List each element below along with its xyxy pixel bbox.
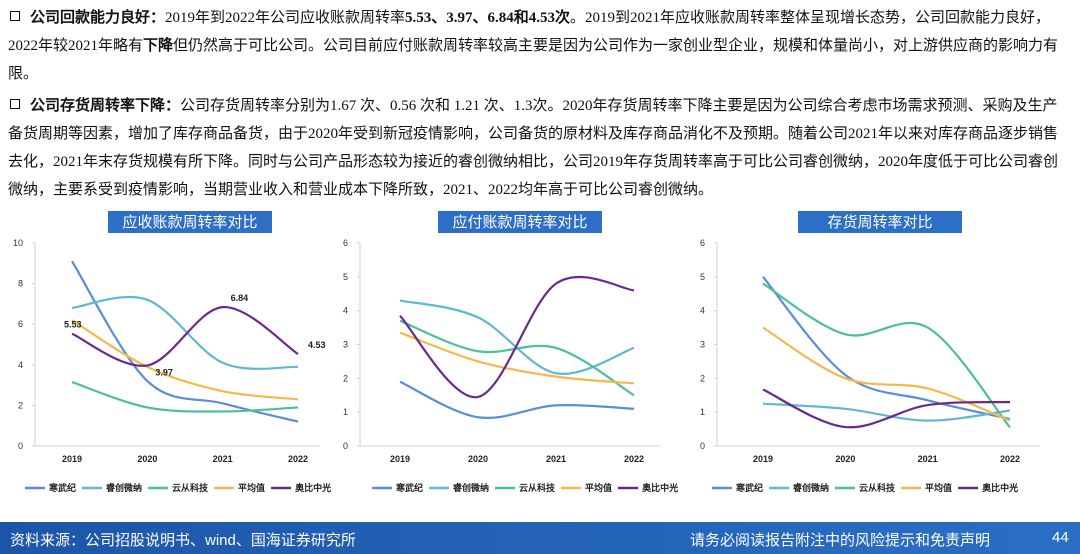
y-tick-label: 0 [343, 441, 348, 451]
x-tick-label: 2021 [918, 454, 938, 464]
bullet [10, 99, 20, 109]
legend-label: 奥比中光 [641, 482, 678, 493]
data-label: 6.84 [231, 293, 249, 303]
y-tick-label: 5 [700, 272, 705, 282]
chart-title: 应收账款周转率对比 [122, 213, 257, 231]
chart-title-box [438, 211, 602, 233]
y-tick-label: 8 [18, 279, 23, 289]
legend-label: 云从科技 [172, 482, 209, 493]
paragraph: 公司存货周转率下降：公司存货周转率分别为1.67 次、0.56 次和 1.21 … [8, 92, 1070, 204]
x-tick-label: 2020 [137, 454, 157, 464]
text-run: 公司存货周转率下降： [30, 98, 181, 114]
series-line [762, 282, 1011, 429]
series-line [762, 388, 1011, 429]
y-tick-label: 3 [343, 340, 348, 350]
chart-title: 应付账款周转率对比 [452, 213, 587, 231]
series-line [762, 402, 1011, 422]
y-tick-label: 10 [13, 238, 23, 248]
paragraph: 公司回款能力良好：2019年到2022年公司应收账款周转率5.53、3.97、6… [8, 4, 1070, 88]
text-run: 公司回款能力良好： [30, 10, 166, 26]
legend-label: 云从科技 [859, 482, 896, 493]
series-line [762, 276, 1011, 421]
legend-label: 寒武纪 [395, 482, 423, 493]
series-line [399, 319, 635, 397]
y-tick-label: 3 [700, 340, 705, 350]
y-tick-label: 1 [700, 407, 705, 417]
series-line [71, 381, 299, 413]
legend-label: 奥比中光 [981, 482, 1018, 493]
y-tick-label: 4 [18, 360, 23, 370]
legend-label: 寒武纪 [735, 482, 763, 493]
x-tick-label: 2022 [624, 454, 644, 464]
series-line [399, 275, 635, 399]
legend-label: 睿创微纳 [793, 482, 829, 493]
page-number: 44 [1052, 529, 1069, 546]
x-tick-label: 2020 [468, 454, 488, 464]
y-tick-label: 6 [343, 238, 348, 248]
x-tick-label: 2020 [835, 454, 855, 464]
series-line [71, 260, 299, 423]
x-tick-label: 2019 [753, 454, 773, 464]
text-run: 2019年到2022年公司应收账款周转率 [165, 10, 406, 26]
y-tick-label: 0 [18, 441, 23, 451]
x-tick-label: 2021 [213, 454, 233, 464]
legend-label: 睿创微纳 [453, 482, 489, 493]
legend-label: 睿创微纳 [106, 482, 142, 493]
text-run: 5.53、3.97、6.84和4.53次 [405, 10, 571, 26]
y-tick-label: 6 [700, 238, 705, 248]
x-tick-label: 2022 [288, 454, 308, 464]
legend-label: 平均值 [925, 482, 952, 493]
data-label: 5.53 [64, 320, 82, 330]
x-tick-label: 2019 [62, 454, 82, 464]
chart-title-box [108, 211, 272, 233]
legend-label: 寒武纪 [48, 482, 76, 493]
series-line [762, 326, 1011, 422]
y-tick-label: 4 [343, 306, 348, 316]
charts: 应收账款周转率对比02468102019 2020 2021 2022寒武纪 睿创微纳云… [13, 211, 1040, 493]
y-tick-label: 2 [18, 400, 23, 410]
legend-label: 平均值 [238, 482, 265, 493]
bullet [10, 11, 20, 21]
footer: 资料来源：公司招股说明书、wind、国海证券研究所 请务必阅读报告附注中的风险提… [0, 522, 1080, 554]
x-tick-label: 2022 [1000, 454, 1020, 464]
x-tick-label: 2021 [546, 454, 566, 464]
y-tick-label: 6 [18, 319, 23, 329]
source: 资料来源：公司招股说明书、wind、国海证券研究所 [10, 532, 356, 549]
series-line [399, 380, 635, 420]
series-line [71, 295, 299, 370]
disclaimer: 请务必阅读报告附注中的风险提示和免责声明 [690, 532, 991, 549]
legend-label: 云从科技 [519, 482, 556, 493]
y-tick-label: 2 [343, 373, 348, 383]
series-line [399, 331, 635, 385]
y-tick-label: 5 [343, 272, 348, 282]
chart-title-box [798, 211, 962, 233]
data-label: 4.53 [308, 340, 326, 350]
x-tick-label: 2019 [390, 454, 410, 464]
y-tick-label: 2 [700, 373, 705, 383]
text-run: 。2019到2021年应收账款周转率整体呈现增长态势，公司回款能力良好，2022… [8, 10, 1051, 54]
text-run: 但仍然高于可比公司。公司目前应付账款周转率较高主要是因为公司作为一家创业型企业，… [8, 38, 1059, 82]
data-label: 3.97 [155, 367, 173, 377]
series-line [71, 319, 299, 401]
legend-label: 奥比中光 [294, 482, 331, 493]
text-run: 下降 [143, 38, 174, 54]
y-tick-label: 1 [343, 407, 348, 417]
y-tick-label: 0 [700, 441, 705, 451]
y-tick-label: 4 [700, 306, 705, 316]
series-line [71, 306, 299, 367]
chart-title: 存货周转率对比 [827, 214, 932, 231]
legend-label: 平均值 [585, 482, 612, 493]
text-run: 公司存货周转率分别为1.67 次、0.56 次和 1.21 次、1.3次。202… [8, 98, 1059, 198]
